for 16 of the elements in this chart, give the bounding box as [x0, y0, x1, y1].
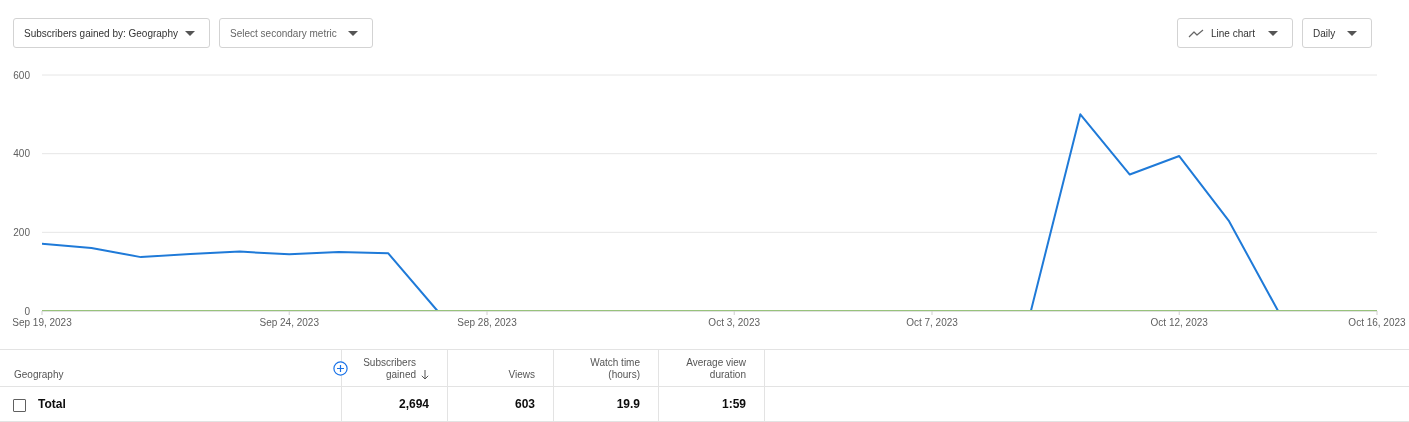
x-tick-label: Oct 12, 2023: [1150, 317, 1209, 329]
dropdown: Line chart: [1177, 18, 1293, 48]
dropdown: Subscribers gained by: Geography: [13, 18, 210, 48]
x-tick-label: Oct 16, 2023: [1348, 317, 1407, 329]
x-tick-label: Oct 7, 2023: [906, 317, 959, 329]
dropdown: Select secondary metric: [219, 18, 373, 48]
y-tick-label: 0: [24, 305, 31, 317]
x-tick-label: Sep 19, 2023: [12, 317, 73, 329]
y-tick-label: 600: [13, 69, 31, 81]
summary-table: Geography Subscribers gained Views Watch time (hours) Average view duration Total 2,694 603 19.9 1:59: [0, 349, 1409, 422]
x-tick-label: Oct 3, 2023: [708, 317, 761, 329]
y-tick-label: 200: [13, 226, 31, 238]
x-tick-label: Sep 24, 2023: [259, 317, 320, 329]
x-tick-label: Sep 28, 2023: [457, 317, 518, 329]
y-tick-label: 400: [13, 148, 31, 160]
dropdown: Daily: [1302, 18, 1372, 48]
